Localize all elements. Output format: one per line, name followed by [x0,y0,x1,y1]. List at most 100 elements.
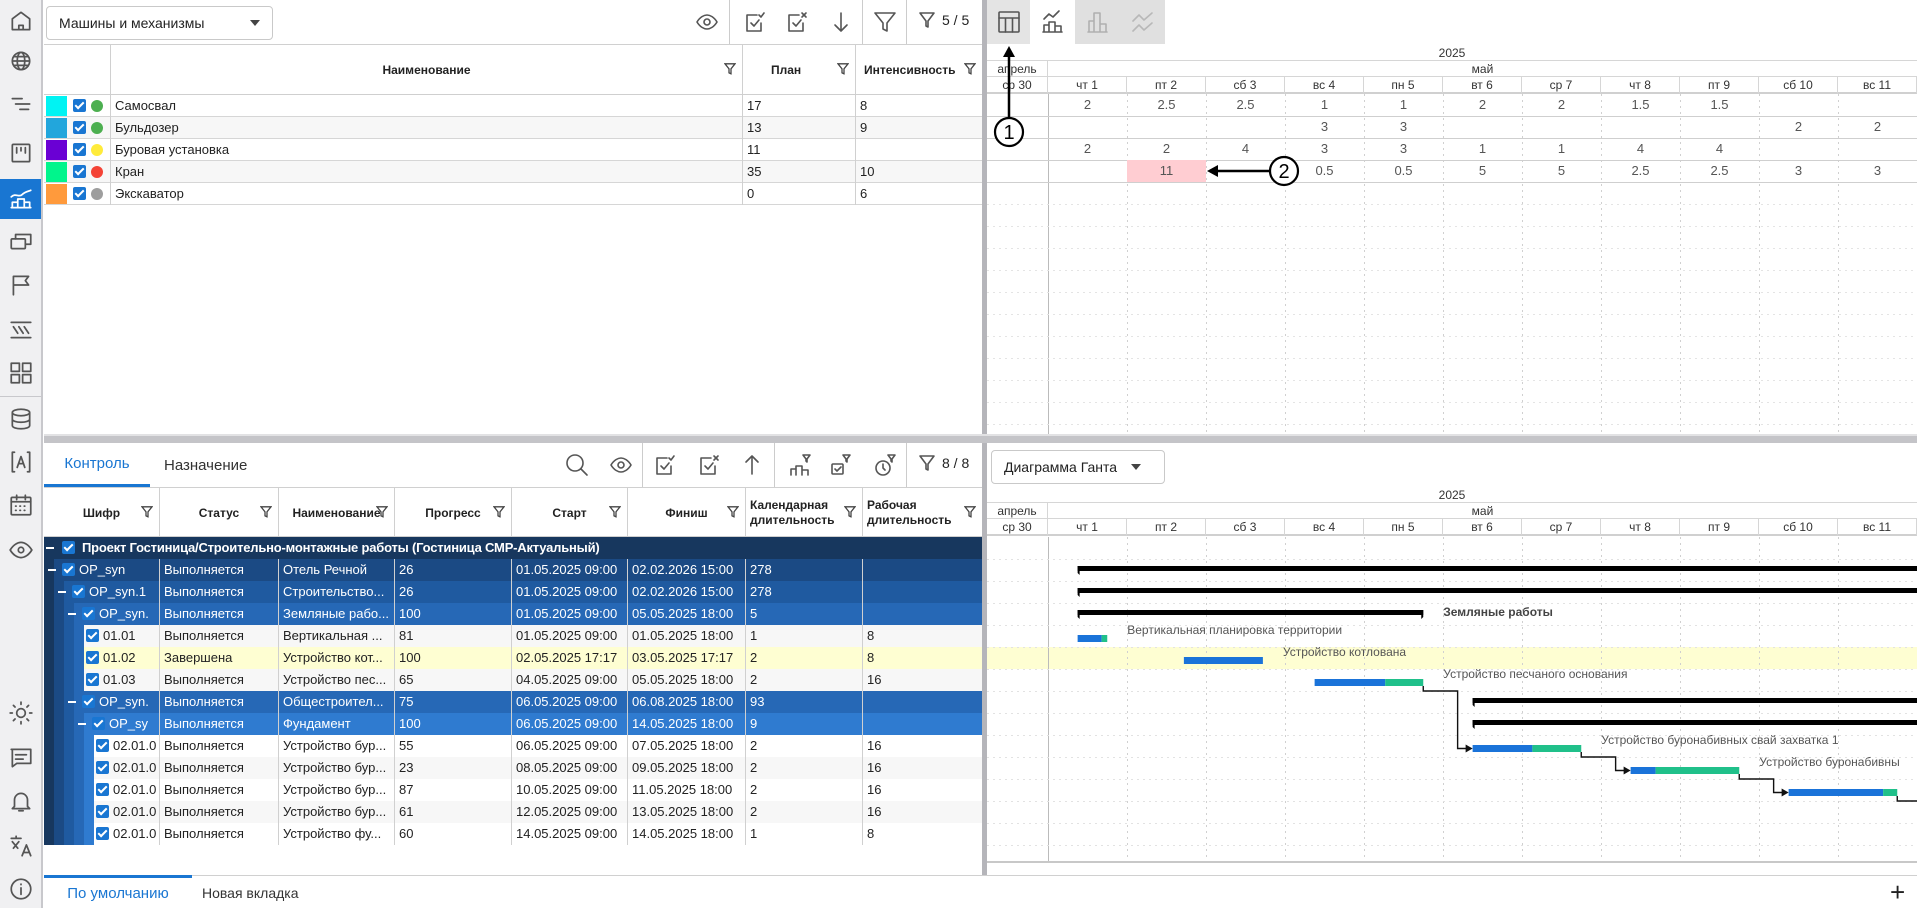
load-cell[interactable]: 3 [1399,119,1408,134]
sidebar-item-kanban[interactable] [0,133,41,173]
task-row[interactable]: 01.03 Выполняется Устройство пес... 65 04.05… [44,669,982,691]
filter-icon[interactable] [141,505,153,518]
select-all-button[interactable] [740,6,770,38]
sidebar-item-hatch[interactable] [0,310,41,350]
resource-visible-checkbox[interactable] [73,99,86,112]
load-cell[interactable]: 4 [1636,141,1645,156]
task-row[interactable]: 02.01.0 Выполняется Устройство бур... 61 12.… [44,801,982,823]
column-header-name[interactable]: Наименование [111,45,743,95]
column-header[interactable]: Статус [160,488,279,537]
resource-row[interactable]: Экскаватор 0 6 [44,183,982,205]
load-cell[interactable]: 5 [1478,163,1487,178]
search-button[interactable] [562,449,592,481]
collapse-icon[interactable] [46,547,54,549]
resource-row[interactable]: Самосвал 17 8 [44,95,982,117]
resource-visible-checkbox[interactable] [73,187,86,200]
task-row[interactable]: 02.01.0 Выполняется Устройство бур... 87 10.… [44,779,982,801]
task-checkbox[interactable] [92,717,105,730]
task-checkbox[interactable] [96,783,109,796]
task-bar[interactable] [1183,657,1263,664]
visibility-button[interactable] [692,6,722,38]
sidebar-item-eye[interactable] [0,530,41,570]
task-row[interactable]: 01.02 Завершена Устройство кот... 100 02.05.… [44,647,982,669]
filter-icon[interactable] [609,505,621,518]
tab-assignment[interactable]: Назначение [164,456,248,474]
task-checkbox[interactable] [96,805,109,818]
task-group-row[interactable]: OP_syn. Выполняется Земляные рабо... 100 01.… [44,603,982,625]
load-cell[interactable]: 0.5 [1315,163,1334,178]
column-header[interactable]: Прогресс [395,488,512,537]
load-cell[interactable]: 5 [1557,163,1566,178]
load-cell[interactable]: 1 [1478,141,1487,156]
task-checkbox[interactable] [62,563,75,576]
column-header[interactable]: Старт [512,488,628,537]
column-header-intensity[interactable]: Интенсивность [856,45,982,95]
task-bar[interactable] [1077,635,1108,642]
task-checkbox[interactable] [72,585,85,598]
task-row[interactable]: 01.01 Выполняется Вертикальная ... 81 01.05.… [44,625,982,647]
chart-view-button[interactable] [1030,0,1075,44]
load-cell[interactable]: 0.5 [1394,163,1413,178]
load-cell[interactable]: 2.5 [1710,163,1729,178]
task-checkbox[interactable] [96,827,109,840]
filter-icon[interactable] [964,63,976,75]
load-cell[interactable]: 2 [1083,141,1092,156]
task-bar[interactable] [1314,679,1424,686]
gantt-view-dropdown[interactable]: Диаграмма Ганта [991,450,1165,484]
task-checkbox[interactable] [82,607,95,620]
add-tab-button[interactable]: + [1890,877,1906,907]
sidebar-item-translate[interactable] [0,826,41,866]
column-header[interactable]: Шифр [44,488,160,537]
load-cell[interactable]: 3 [1873,163,1882,178]
resource-visible-checkbox[interactable] [73,165,86,178]
load-cell[interactable]: 3 [1320,119,1329,134]
workspace-tab-default[interactable]: По умолчанию [44,875,192,909]
load-cell[interactable]: 1 [1399,97,1408,112]
sidebar-item-database[interactable] [0,399,41,439]
summary-bar[interactable] [1077,610,1424,619]
resource-type-dropdown[interactable]: Машины и механизмы [46,6,273,40]
task-row[interactable]: 02.01.0 Выполняется Устройство бур... 55 06.… [44,735,982,757]
filter-icon[interactable] [964,505,976,518]
filter-icon[interactable] [844,505,856,518]
project-checkbox[interactable] [62,541,75,554]
sidebar-item-resource-chart[interactable] [0,179,41,219]
task-checkbox[interactable] [96,761,109,774]
load-cell[interactable]: 3 [1794,163,1803,178]
sidebar-item-grid[interactable] [0,353,41,393]
table-view-button[interactable] [987,0,1030,44]
collapse-icon[interactable] [68,701,76,703]
summary-bar[interactable] [1472,698,1917,707]
sidebar-item-globe[interactable] [0,41,41,81]
load-cell[interactable]: 4 [1715,141,1724,156]
filter-icon[interactable] [727,505,739,518]
filter-counter[interactable]: 8 / 8 [918,453,969,473]
collapse-icon[interactable] [68,613,76,615]
deselect-all-button[interactable] [782,6,812,38]
overload-cell[interactable]: 11 [1127,160,1206,182]
column-header[interactable]: Финиш [628,488,746,537]
resource-color-swatch[interactable] [46,184,67,204]
resource-color-swatch[interactable] [46,162,67,182]
sort-up-button[interactable] [737,449,767,481]
resource-filter-button[interactable] [785,449,815,481]
column-header[interactable]: Рабочая длительность [863,488,982,537]
filter-icon[interactable] [376,505,388,518]
load-cell[interactable]: 2.5 [1631,163,1650,178]
horizontal-splitter[interactable] [44,434,1917,443]
sidebar-item-list-lines[interactable] [0,84,41,124]
sidebar-item-bell[interactable] [0,781,41,821]
resource-color-swatch[interactable] [46,118,67,138]
resource-color-swatch[interactable] [46,96,67,116]
workspace-tab-new[interactable]: Новая вкладка [202,884,299,901]
load-cell[interactable]: 3 [1320,141,1329,156]
task-row[interactable]: 02.01.0 Выполняется Устройство бур... 23 08.… [44,757,982,779]
column-header[interactable]: Наименование [279,488,395,537]
task-checkbox[interactable] [86,629,99,642]
sidebar-item-home[interactable] [0,1,41,41]
resource-color-swatch[interactable] [46,140,67,160]
task-group-row[interactable]: OP_syn Выполняется Отель Речной 26 01.05.202… [44,559,982,581]
load-cell[interactable]: 1 [1557,141,1566,156]
collapse-icon[interactable] [48,569,56,571]
summary-bar[interactable] [1472,720,1917,729]
